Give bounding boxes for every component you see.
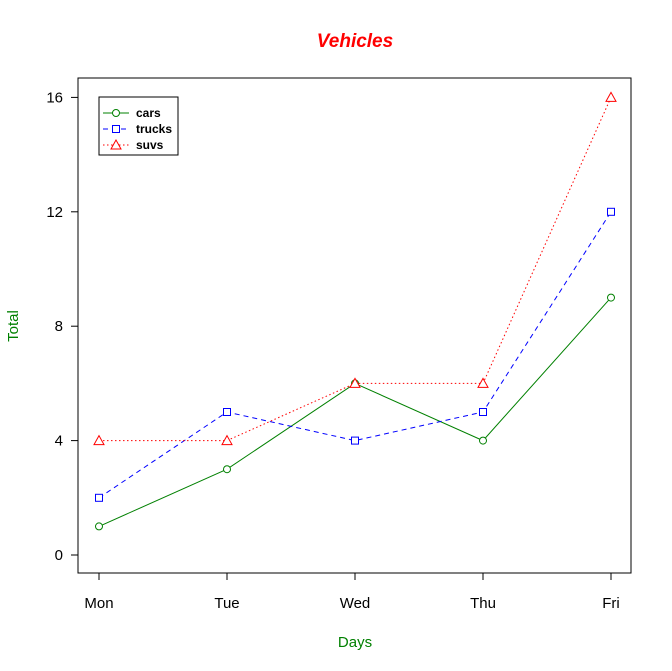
legend-label-trucks: trucks	[136, 122, 172, 136]
x-axis-label: Days	[338, 634, 372, 651]
x-tick-label: Fri	[602, 595, 620, 612]
series-trucks	[95, 207, 615, 502]
x-tick-label: Wed	[340, 595, 371, 612]
series-cars	[95, 293, 615, 531]
axes-layer: Mon Tue Wed Thu Fri 0 4 8 12 16	[46, 89, 619, 612]
x-tick-label: Mon	[84, 595, 113, 612]
data-point-trucks	[479, 408, 487, 416]
y-tick-label: 8	[55, 318, 63, 335]
y-tick-label: 12	[46, 204, 63, 221]
legend-marker-cars	[112, 109, 120, 117]
data-point-trucks	[223, 408, 231, 416]
y-tick-label: 4	[55, 433, 63, 450]
y-axis-label: Total	[5, 310, 22, 342]
y-tick-label: 0	[55, 547, 63, 564]
series-line-cars	[98, 297, 612, 527]
series-line-trucks	[98, 211, 612, 499]
legend-label-cars: cars	[136, 106, 161, 120]
data-point-trucks	[351, 436, 359, 445]
data-point-cars	[479, 436, 487, 445]
legend: cars trucks suvs	[98, 96, 179, 156]
legend-marker-suvs	[110, 138, 122, 150]
x-tick-label: Tue	[214, 595, 239, 612]
data-point-suvs	[605, 91, 617, 102]
series-suvs	[93, 91, 617, 446]
y-tick-label: 16	[46, 89, 63, 106]
chart-title: Vehicles	[317, 31, 393, 52]
x-tick-label: Thu	[470, 595, 496, 612]
legend-label-suvs: suvs	[136, 138, 164, 152]
data-point-trucks	[607, 207, 615, 216]
data-point-suvs	[93, 434, 105, 446]
series-layer	[93, 91, 617, 531]
data-point-cars	[95, 522, 103, 531]
legend-marker-trucks	[112, 125, 120, 133]
data-point-cars	[607, 293, 615, 302]
data-point-suvs	[477, 377, 489, 388]
data-point-cars	[223, 465, 231, 474]
data-point-trucks	[95, 493, 103, 502]
data-point-suvs	[349, 377, 361, 388]
data-point-suvs	[221, 434, 233, 446]
